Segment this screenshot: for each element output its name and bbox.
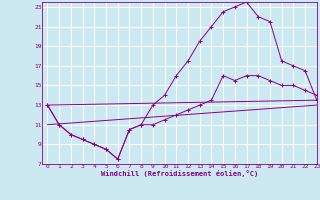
X-axis label: Windchill (Refroidissement éolien,°C): Windchill (Refroidissement éolien,°C) <box>100 170 258 177</box>
